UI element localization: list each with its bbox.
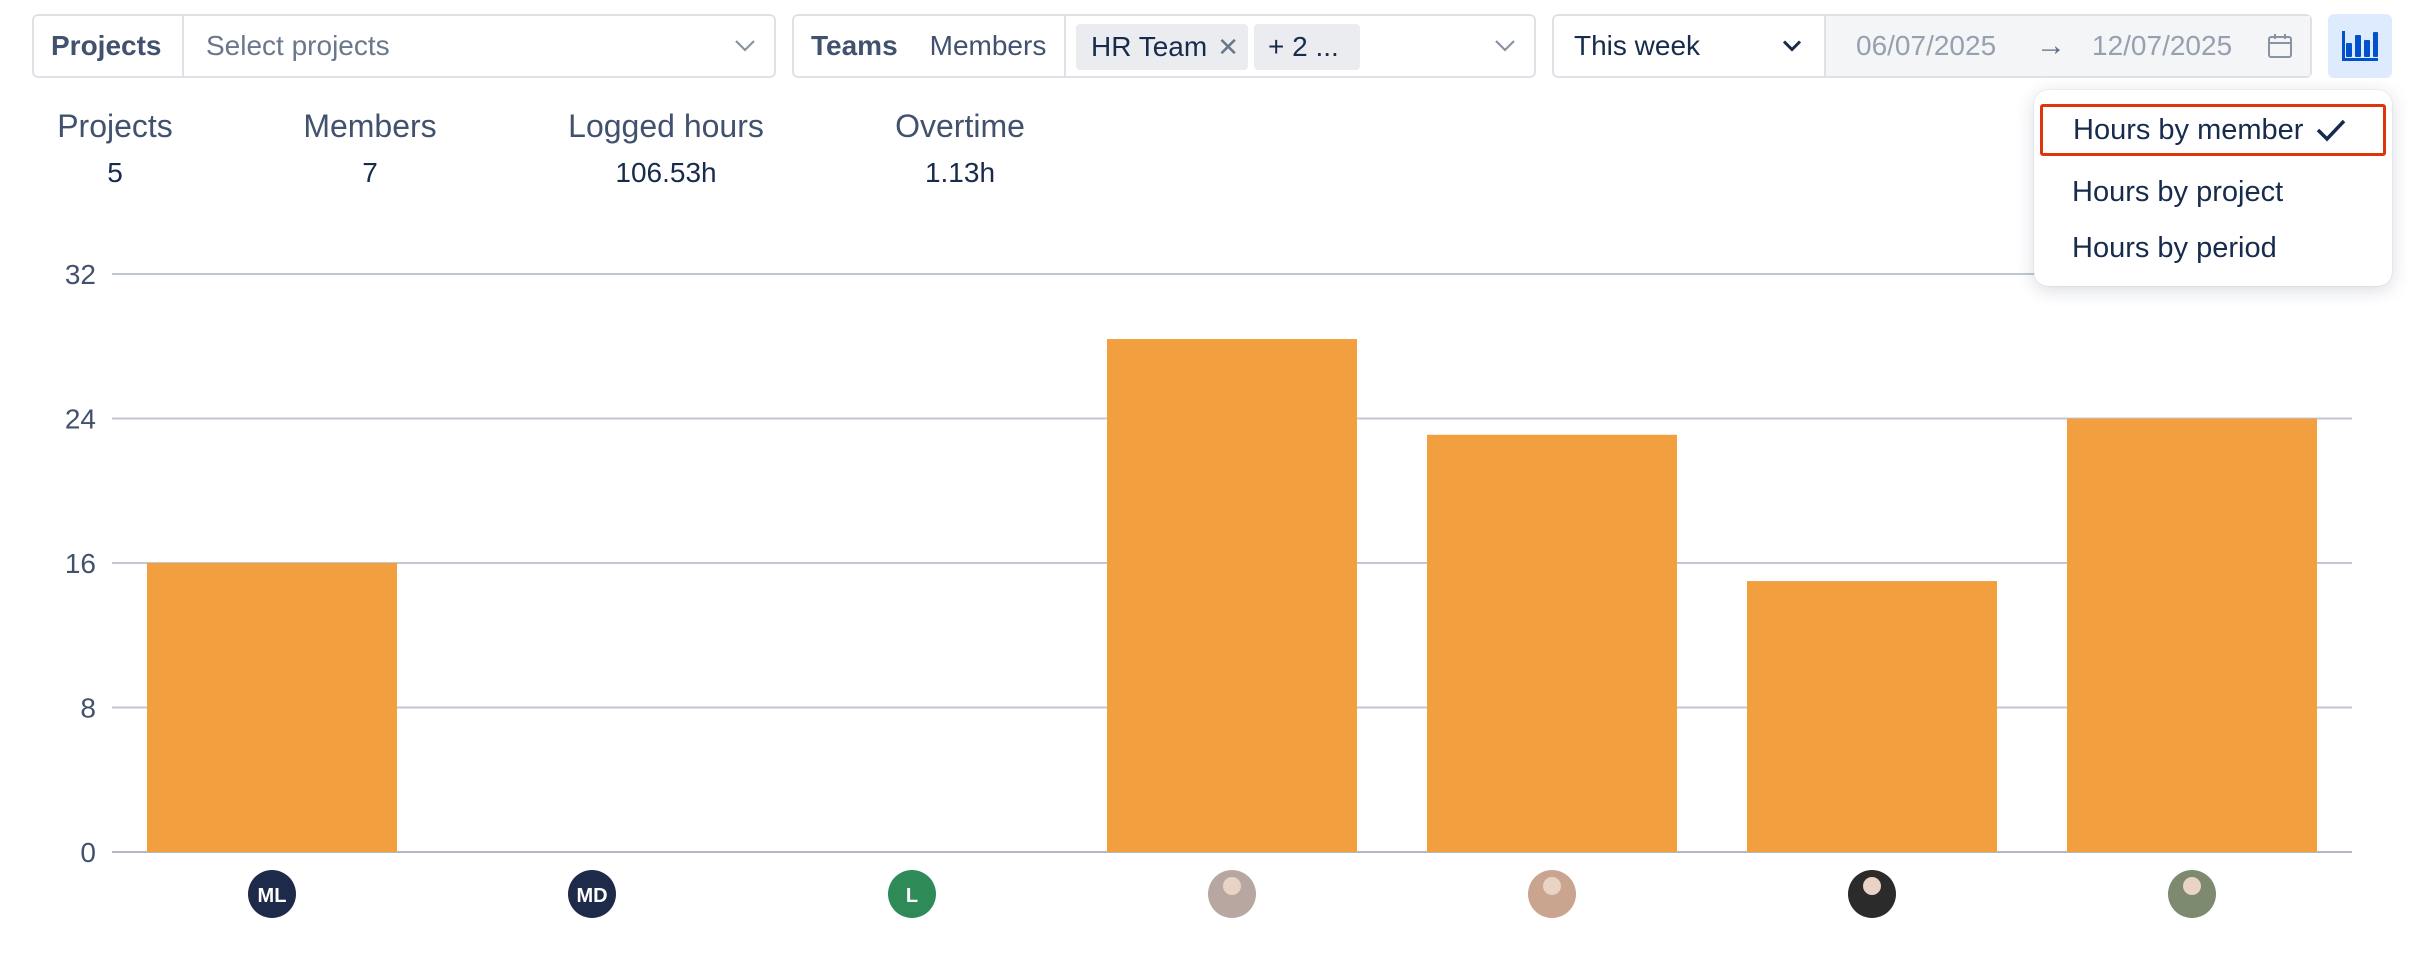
close-icon[interactable]: ✕ — [1217, 31, 1239, 62]
more-teams-chip[interactable]: + 2 ... — [1254, 24, 1360, 70]
bar — [1107, 339, 1357, 852]
y-tick-label: 24 — [65, 404, 96, 435]
avatar-photo-face — [1543, 877, 1561, 895]
bar — [147, 563, 397, 852]
teams-tab[interactable]: Teams — [811, 30, 898, 61]
menu-item-label: Hours by project — [2072, 175, 2284, 208]
avatar[interactable] — [2168, 870, 2216, 918]
avatar[interactable] — [1208, 870, 1256, 918]
team-chip-label: HR Team — [1091, 31, 1208, 62]
period-filter[interactable]: This week 06/07/2025 → 12/07/2025 — [1552, 14, 2312, 78]
avatar-circle — [248, 870, 296, 918]
checkmark-icon — [2317, 119, 2346, 142]
chart-view-toggle[interactable] — [2328, 14, 2392, 78]
more-teams-label: + 2 ... — [1268, 31, 1339, 62]
members-tab[interactable]: Members — [898, 16, 1067, 76]
bar — [1747, 581, 1997, 852]
projects-filter[interactable]: Projects Select projects — [32, 14, 776, 78]
period-select-value: This week — [1574, 30, 1701, 61]
projects-select-input[interactable]: Select projects — [206, 30, 390, 61]
avatar[interactable] — [1528, 870, 1576, 918]
bar — [1427, 434, 1677, 852]
period-select[interactable]: This week — [1554, 16, 1826, 76]
menu-item-hours-by-period[interactable]: Hours by period — [2072, 222, 2277, 274]
avatar-initials: L — [906, 885, 918, 907]
calendar-icon[interactable] — [2266, 32, 2294, 60]
menu-item-label: Hours by member — [2073, 113, 2304, 146]
avatar-initials: MD — [576, 885, 607, 907]
stat-title: Members — [303, 108, 437, 144]
avatar[interactable]: MD — [568, 870, 616, 918]
avatar-photo-face — [2183, 877, 2201, 895]
stat-overtime: Overtime 1.13h — [886, 108, 1034, 189]
date-from-input[interactable]: 06/07/2025 — [1856, 30, 1997, 61]
stat-projects: Projects 5 — [40, 108, 190, 189]
team-chip: HR Team ✕ — [1076, 24, 1248, 70]
avatar-circle — [568, 870, 616, 918]
stat-title: Projects — [57, 108, 173, 144]
avatar-photo-face — [1863, 877, 1881, 895]
bar — [2067, 418, 2317, 852]
avatar-photo-face — [1223, 877, 1241, 895]
chart-view-menu: Hours by member Hours by project Hours b… — [2034, 90, 2392, 286]
stat-value: 5 — [107, 157, 123, 188]
stat-value: 7 — [362, 157, 378, 188]
projects-filter-label: Projects — [34, 16, 184, 76]
bar-chart-icon — [2342, 31, 2378, 61]
avatar-initials: ML — [258, 885, 287, 907]
date-to-input[interactable]: 12/07/2025 — [2092, 30, 2233, 61]
stat-value: 1.13h — [924, 157, 996, 188]
stat-title: Logged hours — [568, 108, 764, 144]
stat-logged-hours: Logged hours 106.53h — [556, 108, 776, 189]
arrow-right-icon: → — [2036, 29, 2066, 62]
y-tick-label: 0 — [80, 837, 96, 868]
chevron-down-icon[interactable] — [734, 39, 756, 53]
chevron-down-icon[interactable] — [1494, 39, 1516, 53]
avatar[interactable]: ML — [248, 870, 296, 918]
menu-item-hours-by-project[interactable]: Hours by project — [2072, 166, 2283, 218]
avatar[interactable] — [1848, 870, 1896, 918]
stat-value: 106.53h — [615, 157, 717, 188]
chevron-down-icon — [1782, 40, 1802, 52]
menu-item-hours-by-member[interactable]: Hours by member — [2040, 104, 2386, 156]
teams-filter[interactable]: Teams Members HR Team ✕ + 2 ... — [792, 14, 1536, 78]
stat-title: Overtime — [895, 108, 1025, 144]
y-tick-label: 32 — [65, 259, 96, 290]
stat-members: Members 7 — [290, 108, 450, 189]
date-range-picker[interactable]: 06/07/2025 → 12/07/2025 — [1826, 16, 2310, 76]
avatar[interactable]: L — [888, 870, 936, 918]
y-tick-label: 8 — [80, 693, 96, 724]
menu-item-label: Hours by period — [2072, 231, 2277, 264]
avatar-circle — [888, 870, 936, 918]
y-tick-label: 16 — [65, 548, 96, 579]
